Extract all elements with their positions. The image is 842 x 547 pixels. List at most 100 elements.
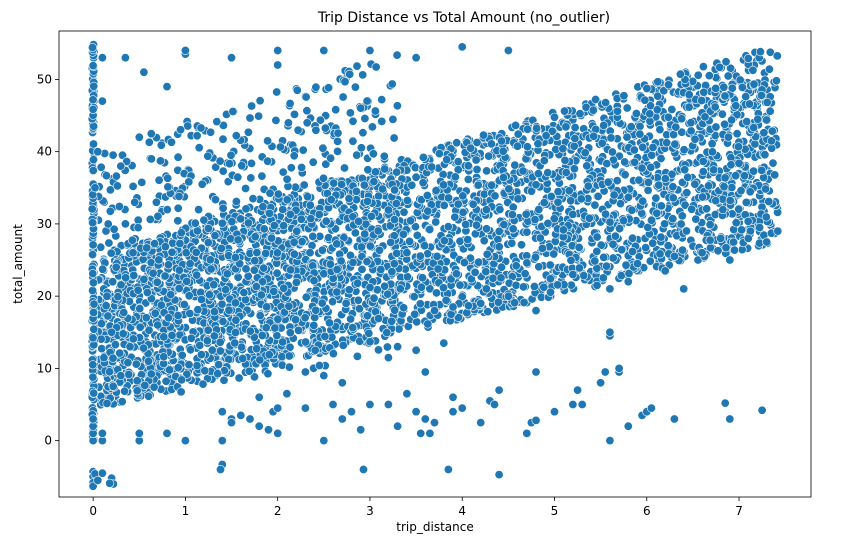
scatter-point xyxy=(520,269,530,279)
scatter-point xyxy=(337,414,347,424)
scatter-point xyxy=(478,130,488,140)
scatter-point xyxy=(285,328,295,338)
scatter-point xyxy=(487,180,497,190)
scatter-point xyxy=(282,195,292,205)
scatter-point xyxy=(481,224,491,234)
scatter-point xyxy=(317,298,327,308)
scatter-point xyxy=(417,273,427,283)
scatter-point xyxy=(452,138,462,148)
scatter-point xyxy=(162,205,172,215)
scatter-point xyxy=(546,192,556,202)
scatter-point xyxy=(107,327,117,337)
scatter-point xyxy=(448,302,458,312)
scatter-point xyxy=(653,77,663,87)
scatter-point xyxy=(137,177,147,187)
scatter-point xyxy=(227,53,237,63)
y-tick-label: 0 xyxy=(44,434,52,448)
scatter-point xyxy=(677,211,687,221)
scatter-point xyxy=(152,277,162,287)
scatter-point xyxy=(640,95,650,105)
scatter-point xyxy=(254,111,264,121)
scatter-point xyxy=(356,143,366,153)
scatter-point xyxy=(553,197,563,207)
scatter-point xyxy=(553,280,563,290)
scatter-point xyxy=(264,350,274,360)
scatter-point xyxy=(761,184,771,194)
scatter-point xyxy=(547,126,557,136)
scatter-point xyxy=(89,121,99,131)
scatter-point xyxy=(259,224,269,234)
scatter-point xyxy=(230,338,240,348)
scatter-point xyxy=(597,138,607,148)
scatter-point xyxy=(273,403,283,413)
scatter-point xyxy=(273,189,283,199)
scatter-point xyxy=(614,363,624,373)
scatter-point xyxy=(543,218,553,228)
scatter-point xyxy=(727,115,737,125)
scatter-point xyxy=(88,372,98,382)
x-tick-label: 1 xyxy=(182,504,190,518)
scatter-point xyxy=(319,45,329,55)
scatter-point xyxy=(457,42,467,52)
scatter-point xyxy=(764,197,774,207)
x-tick-label: 7 xyxy=(735,504,743,518)
scatter-point xyxy=(623,192,633,202)
scatter-point xyxy=(200,366,210,376)
scatter-point xyxy=(503,45,513,55)
y-tick-label: 40 xyxy=(37,145,52,159)
scatter-point xyxy=(670,139,680,149)
x-axis: 0 1 2 3 4 5 6 7 xyxy=(89,497,743,518)
scatter-point xyxy=(156,300,166,310)
scatter-point xyxy=(420,414,430,424)
scatter-point xyxy=(285,209,295,219)
scatter-point xyxy=(638,196,648,206)
scatter-point xyxy=(290,182,300,192)
scatter-point xyxy=(620,157,630,167)
scatter-point xyxy=(676,219,686,229)
scatter-point xyxy=(680,165,690,175)
scatter-point xyxy=(716,233,726,243)
scatter-point xyxy=(539,156,549,166)
scatter-point xyxy=(745,187,755,197)
scatter-point xyxy=(590,200,600,210)
scatter-point xyxy=(623,277,633,287)
scatter-point xyxy=(679,284,689,294)
scatter-point xyxy=(144,356,154,366)
scatter-point xyxy=(303,192,313,202)
x-tick-label: 5 xyxy=(551,504,559,518)
scatter-point xyxy=(573,385,583,395)
scatter-point xyxy=(293,125,303,135)
scatter-point xyxy=(279,283,289,293)
scatter-point xyxy=(599,120,609,130)
scatter-point xyxy=(656,201,666,211)
scatter-point xyxy=(519,297,529,307)
scatter-point xyxy=(638,142,648,152)
scatter-point xyxy=(221,285,231,295)
scatter-point xyxy=(412,230,422,240)
scatter-point xyxy=(167,247,177,257)
chart-title: Trip Distance vs Total Amount (no_outlie… xyxy=(317,10,610,26)
scatter-point xyxy=(757,405,767,415)
scatter-point xyxy=(173,203,183,213)
scatter-point xyxy=(498,146,508,156)
scatter-point xyxy=(622,132,632,142)
scatter-point xyxy=(173,152,183,162)
scatter-point xyxy=(725,255,735,265)
scatter-point xyxy=(416,428,426,438)
scatter-point xyxy=(106,248,116,258)
scatter-point xyxy=(199,215,209,225)
scatter-point xyxy=(206,264,216,274)
scatter-point xyxy=(193,305,203,315)
scatter-point xyxy=(718,205,728,215)
scatter-point xyxy=(564,186,574,196)
scatter-point xyxy=(466,143,476,153)
scatter-point xyxy=(139,343,149,353)
scatter-point xyxy=(465,253,475,263)
scatter-point xyxy=(472,165,482,175)
scatter-point xyxy=(252,344,262,354)
scatter-point xyxy=(429,306,439,316)
scatter-point xyxy=(93,147,103,157)
scatter-point xyxy=(197,294,207,304)
scatter-point xyxy=(89,155,99,165)
scatter-point xyxy=(241,264,251,274)
